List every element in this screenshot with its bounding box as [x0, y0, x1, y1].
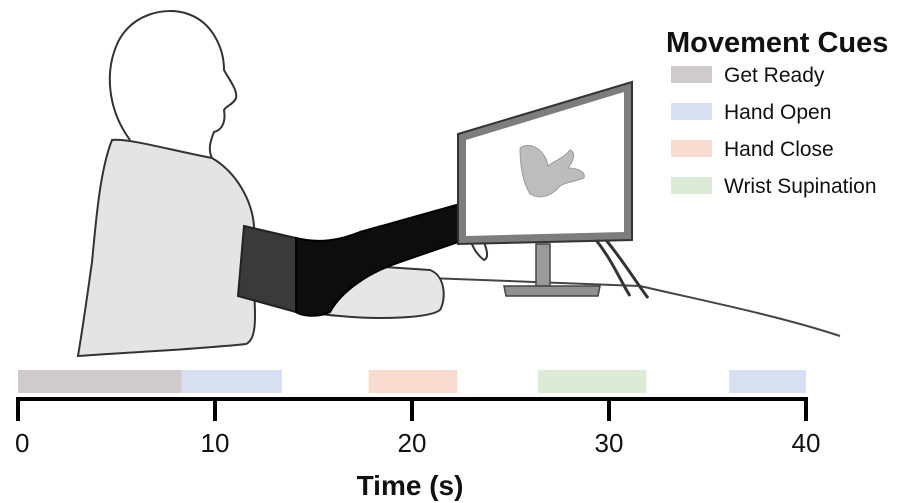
cue-segment-wrist-supination-3: [538, 370, 647, 393]
legend-swatch-wrist-supination: [671, 177, 712, 194]
tick-label-20: 20: [398, 428, 427, 458]
arm-cuff: [236, 224, 297, 314]
person-torso: [76, 138, 256, 358]
sleeve: [295, 202, 473, 317]
tick-label-10: 10: [201, 428, 230, 458]
cue-segments: [18, 370, 806, 393]
tick-label-30: 30: [595, 428, 624, 458]
legend-label-hand-close: Hand Close: [724, 138, 834, 161]
legend: Movement Cues Get Ready Hand Open Hand C…: [666, 27, 888, 198]
timeline-ticks: 0 10 20 30 40: [15, 397, 820, 458]
desk: [375, 275, 841, 337]
monitor-cable: [594, 239, 650, 299]
timeline: 0 10 20 30 40 Time (s): [15, 370, 820, 501]
legend-swatch-hand-close: [671, 140, 712, 157]
legend-swatch-get-ready: [671, 66, 712, 83]
legend-title: Movement Cues: [666, 27, 888, 59]
participant-illustration: [76, 10, 841, 358]
timeline-axis-title: Time (s): [357, 470, 464, 501]
cue-segment-hand-open-1: [181, 370, 282, 393]
monitor: [457, 80, 650, 299]
cue-segment-hand-open-4: [729, 370, 806, 393]
legend-label-wrist-supination: Wrist Supination: [724, 175, 877, 198]
person-head-outline: [108, 10, 238, 159]
tick-label-0: 0: [15, 428, 29, 458]
legend-label-get-ready: Get Ready: [724, 64, 825, 87]
cue-segment-get-ready-0: [18, 370, 182, 393]
legend-swatch-hand-open: [671, 103, 712, 120]
screen-hand-image: [519, 144, 585, 198]
cue-segment-hand-close-2: [368, 370, 458, 393]
tick-label-40: 40: [792, 428, 821, 458]
legend-label-hand-open: Hand Open: [724, 101, 831, 124]
